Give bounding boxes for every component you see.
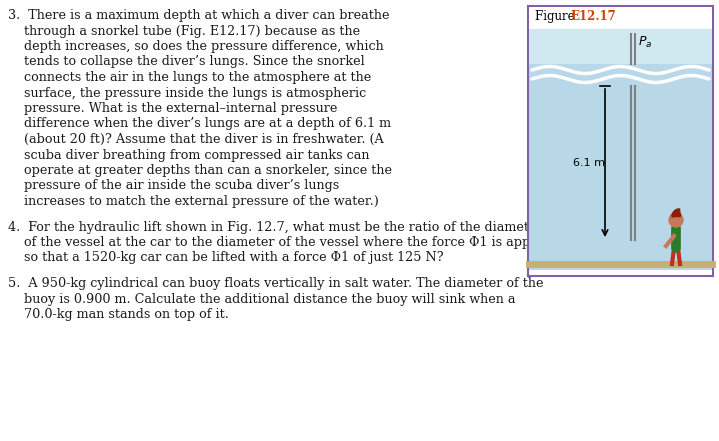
Text: E12.17: E12.17 — [570, 10, 615, 23]
Circle shape — [669, 213, 683, 227]
Text: scuba diver breathing from compressed air tanks can: scuba diver breathing from compressed ai… — [8, 149, 370, 161]
Text: 5.  A 950-kg cylindrical can buoy floats vertically in salt water. The diameter : 5. A 950-kg cylindrical can buoy floats … — [8, 277, 544, 290]
Text: pressure. What is the external–internal pressure: pressure. What is the external–internal … — [8, 102, 337, 115]
Text: of the vessel at the car to the diameter of the vessel where the force Φ1 is app: of the vessel at the car to the diameter… — [8, 236, 554, 249]
Text: connects the air in the lungs to the atmosphere at the: connects the air in the lungs to the atm… — [8, 71, 371, 84]
Text: operate at greater depths than can a snorkeler, since the: operate at greater depths than can a sno… — [8, 164, 392, 177]
Bar — [528, 6, 713, 276]
Text: difference when the diver’s lungs are at a depth of 6.1 m: difference when the diver’s lungs are at… — [8, 117, 391, 131]
Bar — [529, 86, 712, 270]
Text: increases to match the external pressure of the water.): increases to match the external pressure… — [8, 195, 379, 208]
Bar — [529, 7, 712, 28]
Text: 3.  There is a maximum depth at which a diver can breathe: 3. There is a maximum depth at which a d… — [8, 9, 390, 22]
Text: Figure: Figure — [535, 10, 578, 23]
Text: 70.0-kg man stands on top of it.: 70.0-kg man stands on top of it. — [8, 308, 229, 321]
Text: tends to collapse the diver’s lungs. Since the snorkel: tends to collapse the diver’s lungs. Sin… — [8, 56, 365, 68]
Text: through a snorkel tube (Fig. E12.17) because as the: through a snorkel tube (Fig. E12.17) bec… — [8, 25, 360, 37]
Text: 4.  For the hydraulic lift shown in Fig. 12.7, what must be the ratio of the dia: 4. For the hydraulic lift shown in Fig. … — [8, 220, 543, 233]
Text: buoy is 0.900 m. Calculate the additional distance the buoy will sink when a: buoy is 0.900 m. Calculate the additiona… — [8, 292, 516, 306]
Bar — [529, 29, 712, 64]
Text: (about 20 ft)? Assume that the diver is in freshwater. (A: (about 20 ft)? Assume that the diver is … — [8, 133, 384, 146]
Text: surface, the pressure inside the lungs is atmospheric: surface, the pressure inside the lungs i… — [8, 86, 366, 100]
Text: depth increases, so does the pressure difference, which: depth increases, so does the pressure di… — [8, 40, 384, 53]
Text: $P_a$: $P_a$ — [638, 34, 652, 49]
Text: so that a 1520-kg car can be lifted with a force Φ1 of just 125 N?: so that a 1520-kg car can be lifted with… — [8, 251, 444, 265]
Text: pressure of the air inside the scuba diver’s lungs: pressure of the air inside the scuba div… — [8, 179, 339, 193]
Bar — [529, 64, 712, 86]
Text: 6.1 m: 6.1 m — [573, 158, 605, 168]
